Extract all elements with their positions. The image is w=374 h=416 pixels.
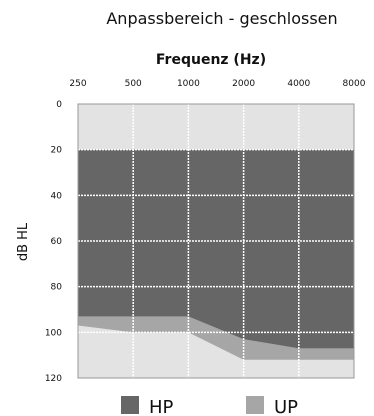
x-axis-label: Frequenz (Hz) bbox=[156, 52, 266, 68]
legend-swatch-up bbox=[246, 396, 264, 414]
band-up bbox=[78, 302, 354, 360]
y-axis-label: dB HL bbox=[16, 222, 31, 261]
x-tick-label: 250 bbox=[69, 79, 86, 89]
legend-label-up: UP bbox=[274, 397, 298, 416]
y-tick-label: 120 bbox=[45, 374, 62, 384]
legend-label-hp: HP bbox=[149, 397, 174, 416]
x-tick-label: 2000 bbox=[232, 79, 255, 89]
y-tick-label: 0 bbox=[56, 100, 62, 110]
y-tick-label: 100 bbox=[45, 328, 62, 338]
legend-swatch-hp bbox=[121, 396, 139, 414]
y-tick-label: 40 bbox=[51, 191, 63, 201]
chart-title: Anpassbereich - geschlossen bbox=[106, 9, 337, 28]
x-tick-label: 1000 bbox=[177, 79, 200, 89]
y-tick-label: 20 bbox=[51, 146, 63, 156]
x-tick-label: 4000 bbox=[287, 79, 310, 89]
y-tick-label: 60 bbox=[51, 237, 63, 247]
plot-frame bbox=[77, 103, 355, 379]
y-tick-label: 80 bbox=[51, 283, 63, 293]
x-tick-label: 500 bbox=[125, 79, 142, 89]
x-tick-label: 8000 bbox=[343, 79, 366, 89]
tick-labels: 250 500 1000 2000 4000 8000 0 20 40 60 80 100 120 bbox=[45, 79, 366, 384]
plot-area bbox=[77, 103, 355, 379]
band-hp bbox=[78, 149, 354, 349]
legend: HP UP bbox=[121, 396, 298, 416]
